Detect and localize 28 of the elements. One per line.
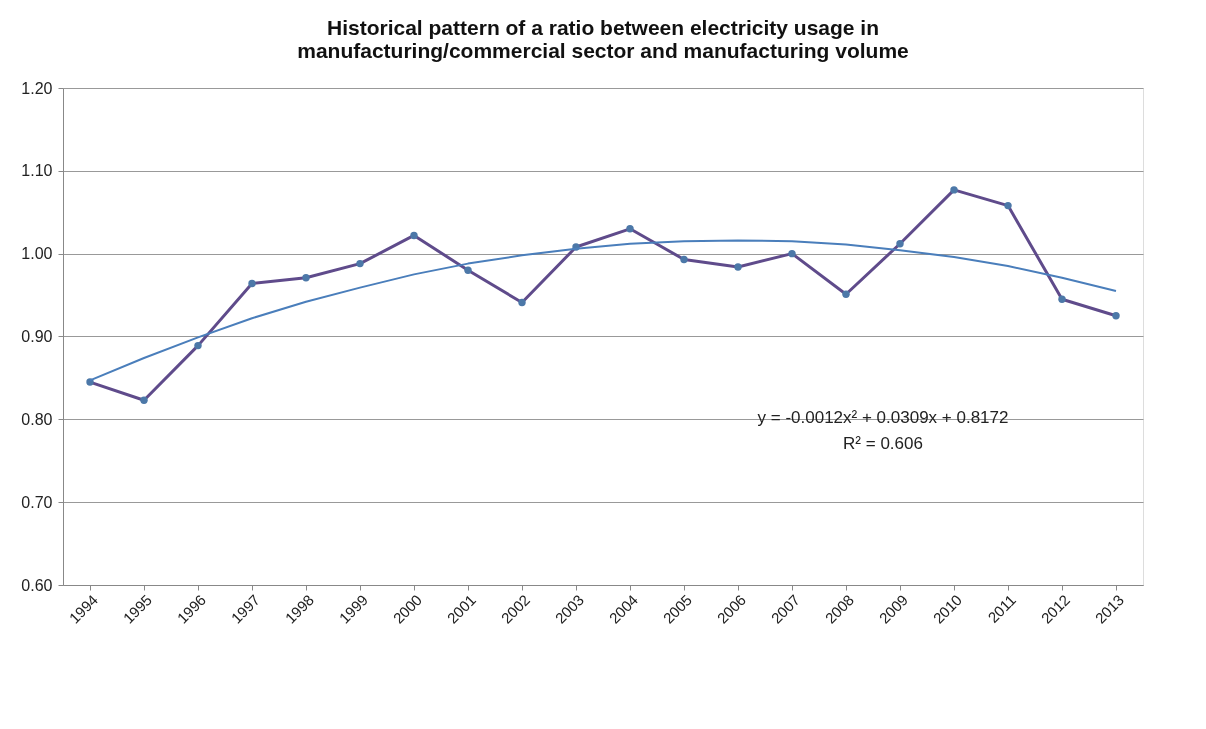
point (950, 186, 958, 194)
point (1112, 312, 1120, 320)
point (1058, 295, 1066, 303)
y-tick-label: 0.60 (21, 576, 53, 594)
annotation: y = -0.0012x² + 0.0309x + 0.8172 (757, 408, 1009, 427)
y-tick-label: 0.80 (21, 410, 53, 428)
point (302, 273, 310, 282)
point (680, 255, 688, 264)
point (464, 266, 472, 274)
y-tick-label: 0.90 (21, 328, 53, 345)
y-tick-label: 1.00 (21, 245, 53, 263)
point (734, 263, 742, 271)
chart-title: Historical pattern of a ratio between electricity usage in manufacturing/commercial sector and manufacturing volume (297, 16, 909, 62)
point (356, 259, 364, 268)
y-tick-label: 1.10 (21, 162, 53, 180)
point (518, 298, 526, 307)
point (248, 279, 256, 288)
y-tick-label: 0.70 (21, 493, 53, 511)
point (896, 240, 904, 248)
point (140, 396, 148, 404)
point (626, 225, 634, 233)
point (194, 341, 202, 350)
point (842, 290, 850, 298)
point (1004, 201, 1012, 210)
point (788, 249, 796, 258)
point (410, 231, 418, 240)
y-tick-label: 1.20 (21, 79, 53, 97)
annotation: R² = 0.606 (843, 434, 923, 453)
